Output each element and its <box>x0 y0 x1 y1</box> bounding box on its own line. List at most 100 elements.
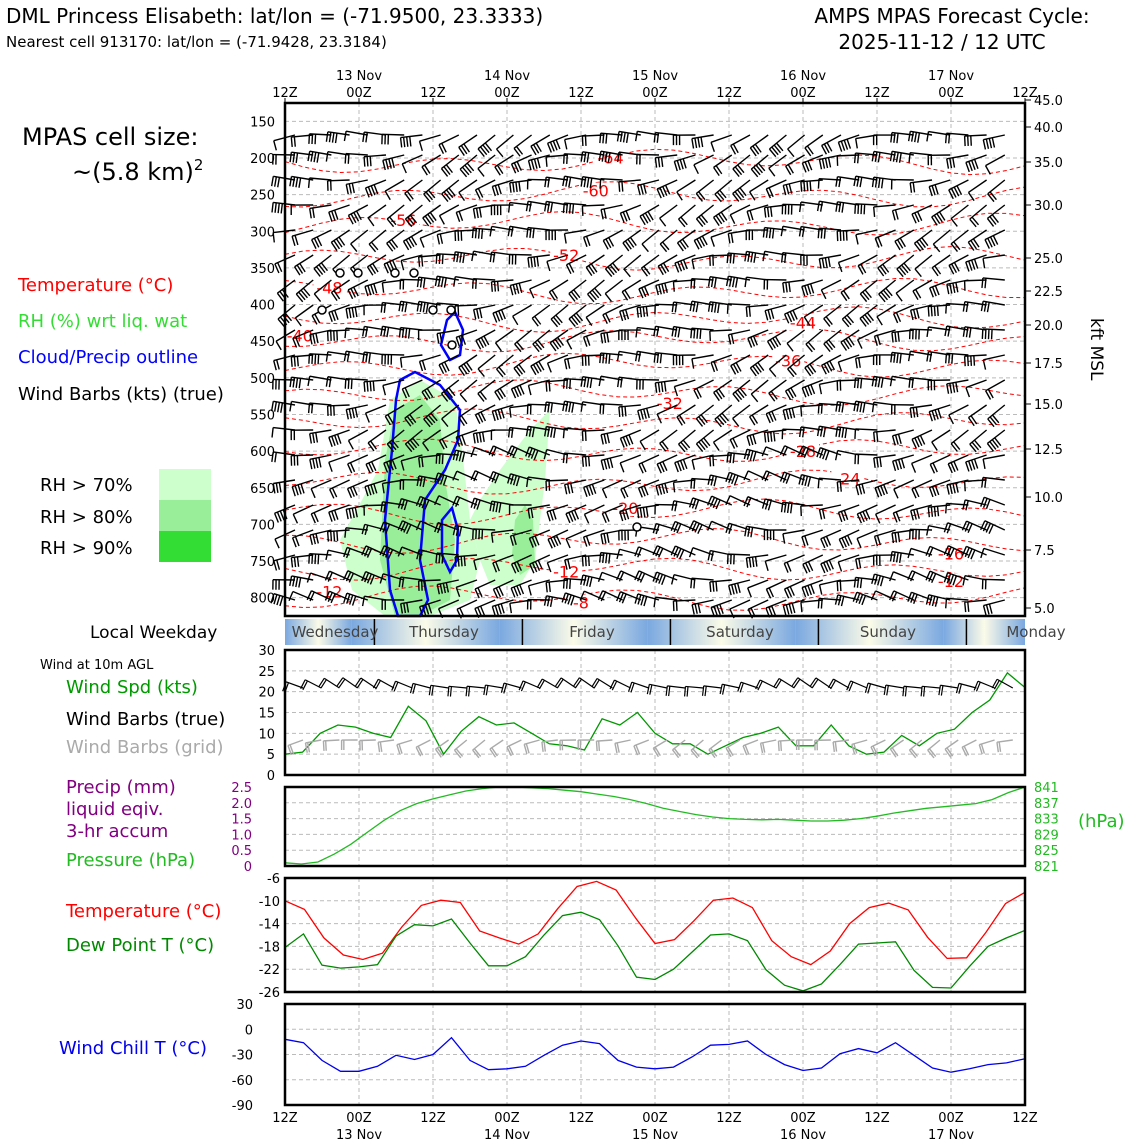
sounding-wind-barb-flag <box>475 432 479 444</box>
sounding-wind-barb-flag <box>531 562 538 573</box>
sounding-wind-barb-flag <box>426 388 434 398</box>
sounding-wind-barb-flag <box>824 450 830 461</box>
sounding-wind-barb-flag <box>892 460 897 471</box>
sounding-wind-barb-flag <box>816 447 821 458</box>
sounding-wind-barb-flag <box>602 314 608 325</box>
sounding-wind-barb-flag <box>866 312 875 322</box>
sounding-wind-barb <box>622 229 642 244</box>
sounding-wind-barb-flag <box>313 512 319 523</box>
sounding-wind-barb-flag <box>933 306 936 317</box>
sounding-wind-barb-flag <box>969 218 977 228</box>
sounding-wind-barb-flag <box>800 602 803 613</box>
sounding-wind-barb-flag <box>860 378 863 389</box>
sounding-wind-barb <box>947 522 969 531</box>
sounding-wind-barb-flag <box>910 510 914 521</box>
sounding-wind-barb-flag <box>817 598 820 609</box>
sounding-wind-barb <box>910 179 933 184</box>
grid-wind-barb-flag <box>633 745 639 756</box>
sounding-wind-barb <box>802 154 824 164</box>
sounding-wind-barb-flag <box>946 523 952 534</box>
sounding-wind-barb <box>422 429 442 444</box>
kft-tick-label: 20.0 <box>1034 319 1063 334</box>
sounding-wind-barb-flag <box>728 585 732 596</box>
sounding-wind-barb <box>729 429 751 441</box>
sounding-wind-barb-flag <box>688 520 695 531</box>
dew-label: Dew Point T (°C) <box>66 935 214 956</box>
sounding-wind-barb-flag <box>818 584 823 595</box>
sounding-wind-barb-flag <box>985 138 990 149</box>
sounding-wind-barb-flag <box>602 552 605 563</box>
sounding-wind-barb <box>441 404 460 420</box>
sounding-wind-barb-flag <box>785 474 791 484</box>
sounding-wind-barb-flag <box>347 440 354 450</box>
grid-wind-barb-flag <box>506 746 512 757</box>
surface-wind-barb-flag <box>372 678 379 689</box>
sounding-wind-barb-flag <box>991 414 1000 424</box>
sounding-wind-barb <box>967 229 987 243</box>
sounding-wind-barb-flag <box>871 151 875 162</box>
sounding-wind-barb-flag <box>424 604 430 615</box>
cell-size-sup: 2 <box>194 156 204 174</box>
sounding-wind-barb <box>946 379 969 385</box>
temperature-contour-label: -8 <box>573 593 589 612</box>
sounding-wind-barb <box>495 329 514 344</box>
sounding-wind-barb-flag <box>550 202 554 213</box>
sounding-wind-barb-flag <box>751 414 759 424</box>
sounding-wind-barb <box>509 253 532 256</box>
sounding-wind-barb-flag <box>519 384 525 395</box>
sounding-wind-barb-flag <box>680 260 685 271</box>
sounding-wind-barb-flag <box>498 586 504 597</box>
bottom-time-tick-label: 00Z <box>346 1111 372 1126</box>
sounding-wind-barb-flag <box>617 377 620 388</box>
surface-wind-barb-flag <box>848 681 854 692</box>
sounding-wind-barb-flag <box>955 482 959 493</box>
sounding-wind-barb-flag <box>398 327 402 338</box>
sounding-wind-barb-flag <box>509 603 513 614</box>
sounding-wind-barb <box>950 429 969 445</box>
sounding-wind-barb-flag <box>586 152 590 163</box>
sounding-wind-barb-flag <box>315 458 319 469</box>
sounding-wind-barb-flag <box>425 302 429 313</box>
sounding-wind-barb <box>365 570 387 581</box>
sounding-wind-barb <box>857 254 878 267</box>
sounding-wind-barb-flag <box>731 277 736 288</box>
contour-label-bg <box>772 352 805 369</box>
weekday-label: Wednesday <box>292 623 379 641</box>
sounding-wind-barb-flag <box>931 573 937 584</box>
sounding-wind-barb-flag <box>798 474 803 485</box>
sounding-wind-barb-flag <box>973 355 976 366</box>
temperature-contour <box>284 438 1026 462</box>
sounding-wind-barb-flag <box>491 606 496 617</box>
sounding-wind-barb-flag <box>865 509 871 520</box>
sounding-wind-barb-flag <box>858 357 861 368</box>
sounding-wind-barb <box>292 590 314 601</box>
sounding-wind-barb-flag <box>443 361 450 372</box>
sounding-wind-barb-flag <box>691 604 695 615</box>
sounding-wind-barb <box>438 599 460 610</box>
sounding-wind-barb-flag <box>691 138 695 149</box>
sounding-wind-barb-flag <box>459 168 468 178</box>
sounding-wind-barb-flag <box>841 402 845 413</box>
sounding-wind-barb-flag <box>587 555 590 567</box>
sounding-wind-barb <box>604 279 624 295</box>
sounding-wind-barb-flag <box>604 268 613 278</box>
sounding-wind-barb-flag <box>568 512 574 522</box>
sounding-wind-barb-flag <box>846 138 852 149</box>
sounding-wind-barb-flag <box>748 557 752 568</box>
sounding-wind-barb <box>856 529 878 540</box>
sounding-wind-barb-flag <box>805 343 813 353</box>
sounding-wind-barb <box>655 596 678 601</box>
surface-wind-barb <box>631 681 649 689</box>
sounding-wind-barb-flag <box>519 584 525 595</box>
sounding-wind-barb-flag <box>737 389 745 399</box>
sounding-wind-barb-flag <box>445 164 453 174</box>
weekday-label: Saturday <box>706 623 774 641</box>
sounding-wind-barb-flag <box>612 262 620 272</box>
sounding-wind-barb-flag <box>625 435 631 446</box>
sounding-wind-barb-flag <box>700 414 708 424</box>
sounding-wind-barb <box>820 554 842 565</box>
precip-label-2: liquid eqiv. <box>66 799 163 820</box>
sounding-wind-barb-flag <box>306 572 312 583</box>
contour-label-bg <box>787 442 819 459</box>
sounding-wind-barb-flag <box>963 481 966 492</box>
